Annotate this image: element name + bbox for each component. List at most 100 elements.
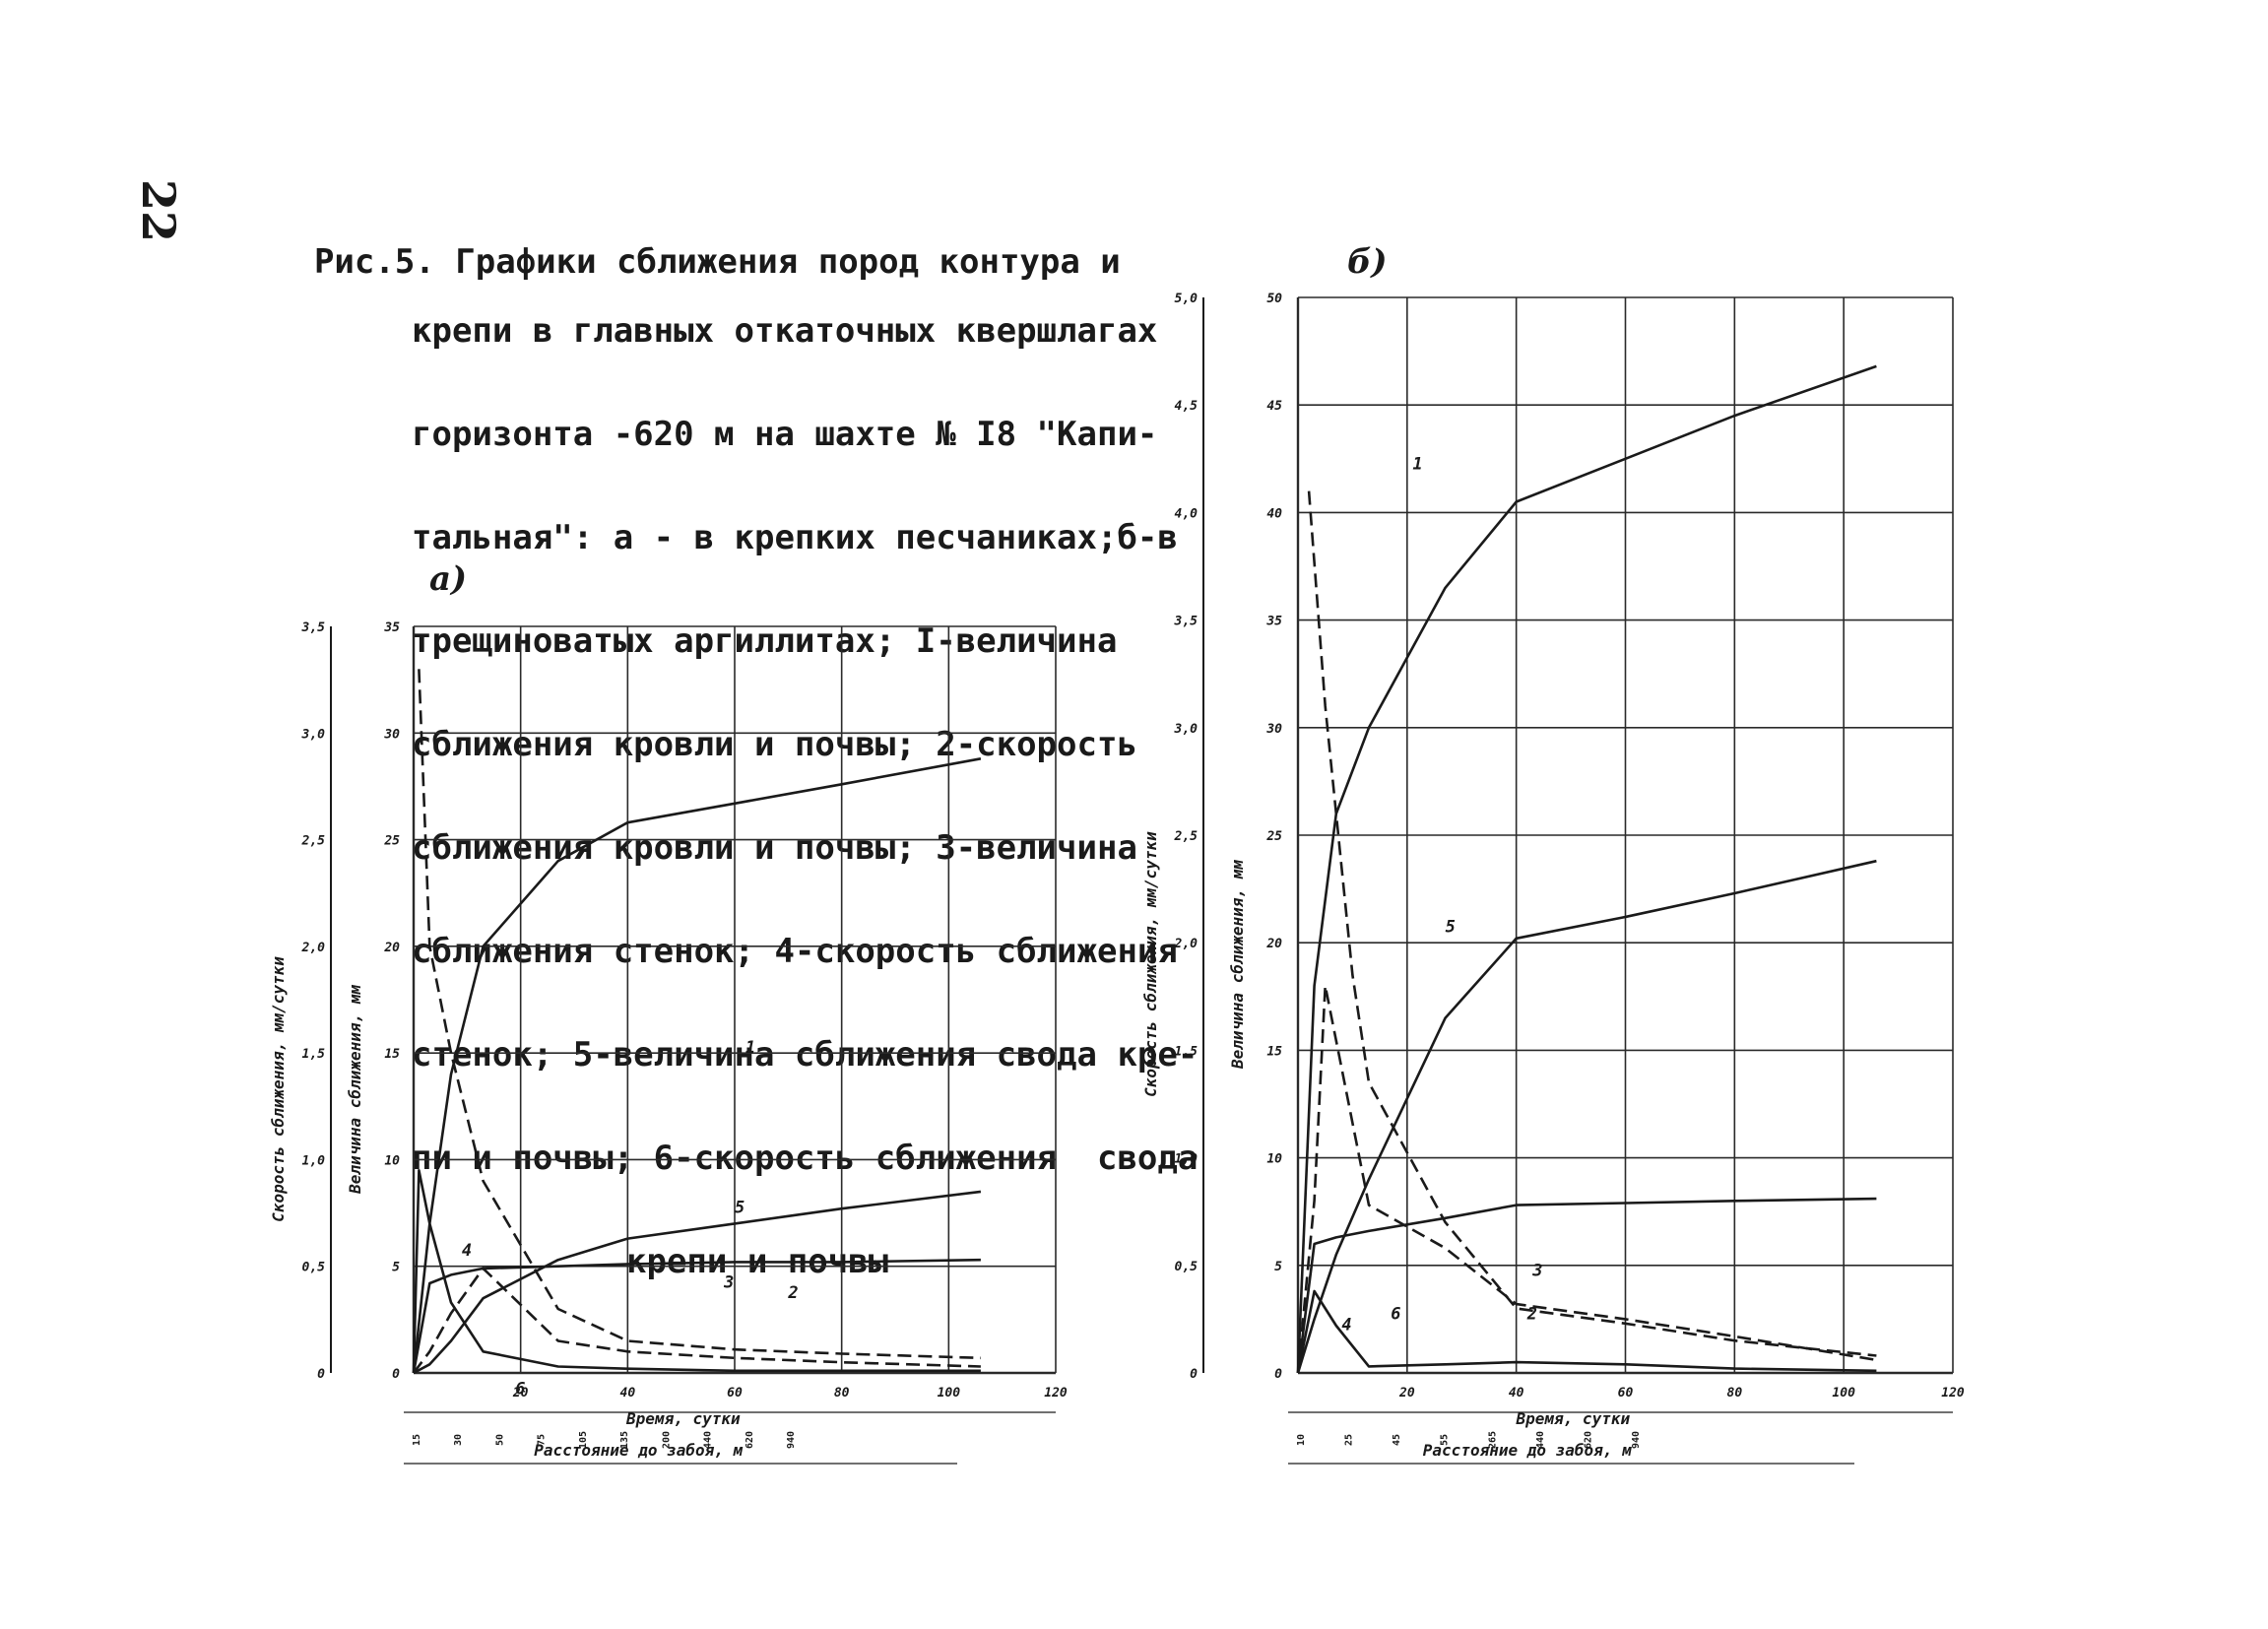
caption-line-2: крепи в главных откаточных квершлагах xyxy=(412,311,1158,351)
caption-line-9: стенок; 5-величина сближения свода кре- xyxy=(412,1035,1199,1075)
y-right-tick-label: 10 xyxy=(384,1153,400,1168)
y-right-tick-label: 40 xyxy=(1266,506,1282,521)
y-right-tick-label: 20 xyxy=(383,941,400,955)
series-label-2: 2 xyxy=(787,1283,798,1303)
y-right-tick-label: 35 xyxy=(383,620,400,635)
series-line-5 xyxy=(413,1190,982,1375)
x-tick-label: 60 xyxy=(727,1386,743,1401)
series-label-6: 6 xyxy=(515,1380,525,1400)
y-right-tick-label: 0 xyxy=(392,1367,400,1382)
y-left-tick-label: 5,0 xyxy=(1175,292,1199,306)
y-right-tick-label: 5 xyxy=(392,1261,400,1275)
y-right-tick-label: 25 xyxy=(1265,829,1282,844)
series-label-4: 4 xyxy=(462,1241,472,1261)
y-left-tick-label: 2,0 xyxy=(301,941,326,955)
distance-tick-label: 10 xyxy=(1296,1434,1307,1446)
y-left-tick-label: 0,5 xyxy=(302,1261,326,1275)
y-left-tick-label: 2,5 xyxy=(1174,829,1199,844)
y-left-tick-label: 1,5 xyxy=(1175,1044,1199,1059)
y-left-axis-title: Скорость сближения, мм/сутки xyxy=(269,956,288,1222)
distance-tick-label: 45 xyxy=(1392,1434,1402,1446)
series-label-5: 5 xyxy=(735,1199,745,1218)
distance-tick-label: 440 xyxy=(1535,1431,1546,1449)
y-left-tick-label: 3,5 xyxy=(1174,615,1199,629)
distance-axis-title: Расстояние до забоя, м xyxy=(534,1441,743,1460)
x-tick-label: 60 xyxy=(1618,1386,1634,1401)
series-line-4 xyxy=(1296,1289,1877,1374)
y-left-axis-title: Скорость сближения, мм/сутки xyxy=(1141,831,1160,1097)
series-label-1: 1 xyxy=(1412,455,1422,475)
distance-tick-label: 200 xyxy=(661,1431,672,1449)
y-right-tick-label: 30 xyxy=(383,727,400,742)
distance-axis-title: Расстояние до забоя, м xyxy=(1423,1441,1632,1460)
distance-tick-label: 620 xyxy=(1583,1431,1593,1449)
figure-label: Рис.5. xyxy=(313,242,435,282)
x-tick-label: 80 xyxy=(1727,1386,1743,1401)
series-label-3: 3 xyxy=(1531,1262,1542,1281)
distance-tick-label: 75 xyxy=(537,1434,548,1446)
y-right-tick-label: 15 xyxy=(384,1047,400,1062)
distance-tick-label: 940 xyxy=(1631,1431,1642,1449)
distance-tick-label: 265 xyxy=(1487,1431,1498,1449)
y-right-tick-label: 50 xyxy=(1266,292,1282,306)
figure-caption: Рис.5. Графики сближения пород контура и… xyxy=(274,211,1198,1314)
series-label-5: 5 xyxy=(1446,917,1456,937)
y-left-tick-label: 4,5 xyxy=(1175,399,1199,414)
y-left-tick-label: 3,0 xyxy=(1174,722,1199,737)
distance-tick-label: 15 xyxy=(412,1434,422,1446)
distance-tick-label: 440 xyxy=(703,1431,714,1449)
caption-line-8: сближения стенок; 4-скорость сближения xyxy=(412,932,1178,971)
x-tick-label: 100 xyxy=(1832,1386,1855,1401)
series-label-4: 4 xyxy=(1341,1315,1351,1335)
series-line-2 xyxy=(1307,490,1877,1357)
x-tick-label: 40 xyxy=(620,1386,636,1401)
distance-tick-label: 940 xyxy=(786,1431,797,1449)
distance-tick-label: 50 xyxy=(494,1434,505,1446)
y-right-axis-title: Величина сближения, мм xyxy=(346,985,364,1195)
x-tick-label: 100 xyxy=(938,1386,961,1401)
y-right-tick-label: 10 xyxy=(1266,1152,1282,1167)
x-tick-label: 20 xyxy=(1398,1386,1415,1401)
y-left-tick-label: 0 xyxy=(1190,1367,1198,1382)
distance-tick-label: 30 xyxy=(453,1434,464,1446)
series-line-3 xyxy=(1296,1197,1877,1374)
x-tick-label: 120 xyxy=(1044,1386,1068,1401)
y-right-axis-title: Величина сближения, мм xyxy=(1228,860,1247,1070)
y-right-tick-label: 20 xyxy=(1265,937,1282,951)
caption-line-3: горизонта -620 м на шахте № I8 "Капи- xyxy=(412,415,1158,454)
panel-a-label: а) xyxy=(429,559,468,599)
series-label-6: 6 xyxy=(1391,1304,1400,1324)
series-line-5 xyxy=(1296,859,1877,1374)
series-line-4 xyxy=(412,1169,981,1374)
y-right-tick-label: 45 xyxy=(1266,399,1282,414)
y-left-tick-label: 1,5 xyxy=(302,1047,326,1062)
y-left-tick-label: 4,0 xyxy=(1175,506,1199,521)
series-line-6 xyxy=(1296,984,1877,1374)
caption-line-10: пи и почвы; 6-скорость сближения свода xyxy=(412,1139,1199,1178)
y-left-tick-label: 1,0 xyxy=(1175,1152,1199,1167)
distance-tick-label: 105 xyxy=(578,1431,589,1449)
distance-tick-label: 620 xyxy=(745,1431,755,1449)
chart-panel-b: 0510152025303540455000,51,01,52,02,53,03… xyxy=(1141,292,1965,1465)
y-right-tick-label: 5 xyxy=(1274,1260,1282,1274)
y-right-tick-label: 30 xyxy=(1265,722,1282,737)
x-axis-title: Время, сутки xyxy=(625,1409,741,1428)
series-label-3: 3 xyxy=(723,1272,734,1292)
distance-tick-label: 25 xyxy=(1344,1434,1355,1446)
y-left-tick-label: 3,5 xyxy=(301,620,326,635)
y-left-tick-label: 2,5 xyxy=(301,834,326,849)
series-line-1 xyxy=(1296,364,1877,1374)
series-line-6 xyxy=(412,1267,981,1374)
panel-b-label: б) xyxy=(1347,242,1388,282)
series-label-2: 2 xyxy=(1526,1304,1537,1324)
distance-tick-label: 135 xyxy=(619,1431,630,1449)
y-right-tick-label: 15 xyxy=(1266,1044,1282,1059)
y-right-tick-label: 35 xyxy=(1265,615,1282,629)
x-tick-label: 20 xyxy=(512,1386,529,1401)
y-left-tick-label: 0,5 xyxy=(1175,1260,1199,1274)
y-right-tick-label: 25 xyxy=(383,834,400,849)
caption-line-4: тальная": а - в крепких песчаниках;б-в xyxy=(412,518,1178,557)
series-line-3 xyxy=(412,1258,981,1374)
